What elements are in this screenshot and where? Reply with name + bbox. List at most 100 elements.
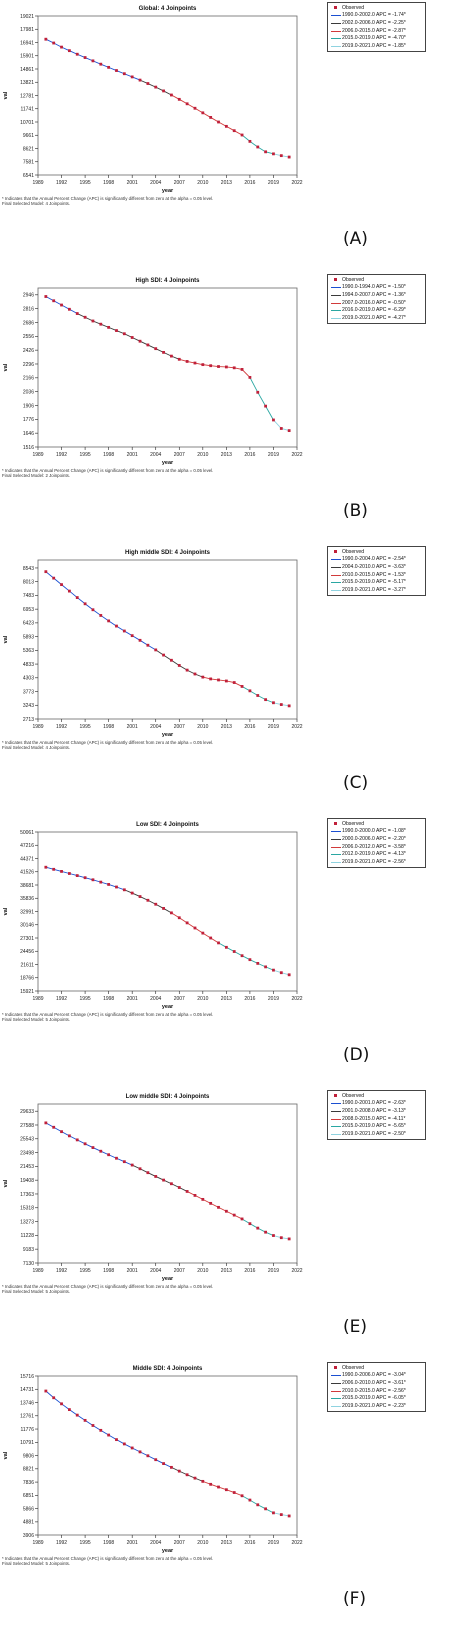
y-tick-label: 15901 — [20, 54, 34, 60]
legend-entry: Observed — [330, 548, 423, 556]
observed-point — [185, 668, 189, 672]
legend-label: Observed — [342, 1092, 365, 1099]
x-tick-label: 2001 — [127, 724, 138, 730]
legend-entry: 2019.0-2021.0 APC = -2.23* — [330, 1402, 423, 1410]
y-tick-label: 2686 — [23, 320, 34, 326]
legend-entry: 2008.0-2015.0 APC = -4.11* — [330, 1115, 423, 1123]
observed-point — [256, 1503, 260, 1507]
legend-label: 2002.0-2006.0 APC = -2.25* — [342, 19, 406, 26]
observed-point — [256, 694, 260, 697]
legend-line-swatch — [330, 859, 342, 865]
observed-point — [224, 1209, 228, 1213]
observed-point — [91, 608, 95, 612]
y-tick-label: 21611 — [20, 962, 34, 968]
observed-point — [99, 880, 103, 884]
observed-point — [162, 350, 165, 354]
legend-entry: 1990.0-2002.0 APC = -1.74* — [330, 12, 423, 20]
chart-svg: Global: 4 Joinpoints 1989 1992 1995 1998 2001… — [3, 6, 303, 194]
chart-panel: Low middle SDI: 4 Joinpoints 1989 1992 1995… — [0, 1088, 451, 1360]
legend-entry: Observed — [330, 820, 423, 828]
y-tick-label: 13746 — [20, 1400, 34, 1406]
legend-entry: 2016.0-2019.0 APC = -6.29* — [330, 306, 423, 314]
observed-point — [256, 961, 260, 965]
x-tick-label: 1989 — [32, 996, 43, 1002]
observed-point — [67, 1408, 71, 1412]
legend-line — [331, 30, 341, 32]
y-tick-label: 2036 — [23, 389, 34, 395]
x-tick-label: 2022 — [291, 1268, 302, 1274]
observed-point — [52, 299, 56, 303]
legend-marker-square — [334, 550, 337, 554]
observed-point — [224, 365, 228, 369]
observed-point — [99, 1149, 103, 1153]
legend-line-swatch — [330, 1395, 342, 1401]
observed-point — [60, 303, 63, 307]
observed-point — [256, 145, 260, 149]
y-tick-label: 32991 — [20, 909, 34, 915]
legend-line-swatch — [330, 1108, 342, 1114]
chart-svg: Middle SDI: 4 Joinpoints 1989 1992 1995 1998… — [3, 1366, 303, 1554]
observed-point — [185, 360, 189, 363]
legend-line-swatch — [330, 1131, 342, 1137]
observed-point — [162, 653, 165, 657]
y-tick-label: 8543 — [23, 566, 34, 572]
legend-line-swatch — [330, 315, 342, 321]
chart-legend: Observed 1990.0-2004.0 APC = -2.54* 2004.0… — [327, 546, 426, 596]
legend-entry: 2015.0-2019.0 APC = -6.05* — [330, 1394, 423, 1402]
observed-point — [91, 59, 95, 63]
x-tick-label: 1992 — [56, 180, 67, 186]
observed-point — [240, 1217, 244, 1221]
legend-entry: 2019.0-2021.0 APC = -1.85* — [330, 42, 423, 50]
legend-observed-marker — [330, 549, 342, 555]
legend-line-swatch — [330, 1372, 342, 1378]
chart-footnote: * Indicates that the Annual Percent Chan… — [2, 468, 213, 478]
observed-point — [185, 102, 189, 106]
panel-label: (D) — [343, 1045, 370, 1065]
legend-label: 1994.0-2007.0 APC = -1.36* — [342, 291, 406, 298]
y-axis-label: val — [3, 91, 9, 99]
fitted-segment-line — [202, 1480, 243, 1497]
observed-point — [279, 703, 283, 706]
chart-title: Low SDI: 4 Joinpoints — [136, 822, 199, 828]
y-tick-label: 5363 — [23, 648, 34, 654]
legend-label: 2019.0-2021.0 APC = -2.56* — [342, 858, 406, 865]
panel-label: (C) — [343, 773, 369, 793]
observed-point — [185, 1473, 189, 1477]
legend-line — [331, 861, 341, 863]
y-tick-label: 13821 — [20, 80, 34, 86]
observed-point — [83, 315, 87, 319]
legend-line — [331, 1390, 341, 1392]
chart-title: High SDI: 4 Joinpoints — [136, 278, 201, 284]
legend-label: 2015.0-2019.0 APC = -4.70* — [342, 35, 406, 42]
y-tick-label: 24456 — [20, 949, 34, 955]
legend-entry: 2019.0-2021.0 APC = -2.56* — [330, 858, 423, 866]
legend-observed-marker — [330, 1093, 342, 1099]
observed-point — [224, 124, 228, 128]
x-tick-label: 1998 — [103, 996, 114, 1002]
observed-point — [217, 365, 220, 368]
observed-point — [217, 1485, 220, 1489]
x-tick-label: 2019 — [268, 1268, 279, 1274]
observed-point — [217, 678, 220, 682]
observed-point — [193, 1194, 197, 1197]
chart-svg: Low middle SDI: 4 Joinpoints 1989 1992 1995… — [3, 1094, 303, 1282]
x-tick-label: 1992 — [56, 996, 67, 1002]
fitted-segment-line — [202, 676, 243, 687]
legend-label: 1990.0-2001.0 APC = -2.63* — [342, 1100, 406, 1107]
observed-point — [52, 576, 56, 580]
legend-line — [331, 566, 341, 568]
y-tick-label: 16941 — [20, 40, 34, 46]
observed-point — [115, 329, 118, 332]
observed-point — [185, 1190, 189, 1193]
chart-title: Global: 4 Joinpoints — [139, 6, 197, 12]
y-axis-label: val — [3, 907, 9, 915]
observed-point — [279, 1513, 283, 1517]
observed-point — [130, 634, 134, 638]
observed-point — [75, 1413, 79, 1417]
chart-footnote: * Indicates that the Annual Percent Chan… — [2, 196, 213, 206]
observed-point — [115, 1156, 118, 1160]
observed-point — [146, 643, 150, 647]
observed-point — [272, 418, 275, 422]
fitted-segment-line — [171, 94, 243, 136]
observed-point — [170, 911, 173, 915]
